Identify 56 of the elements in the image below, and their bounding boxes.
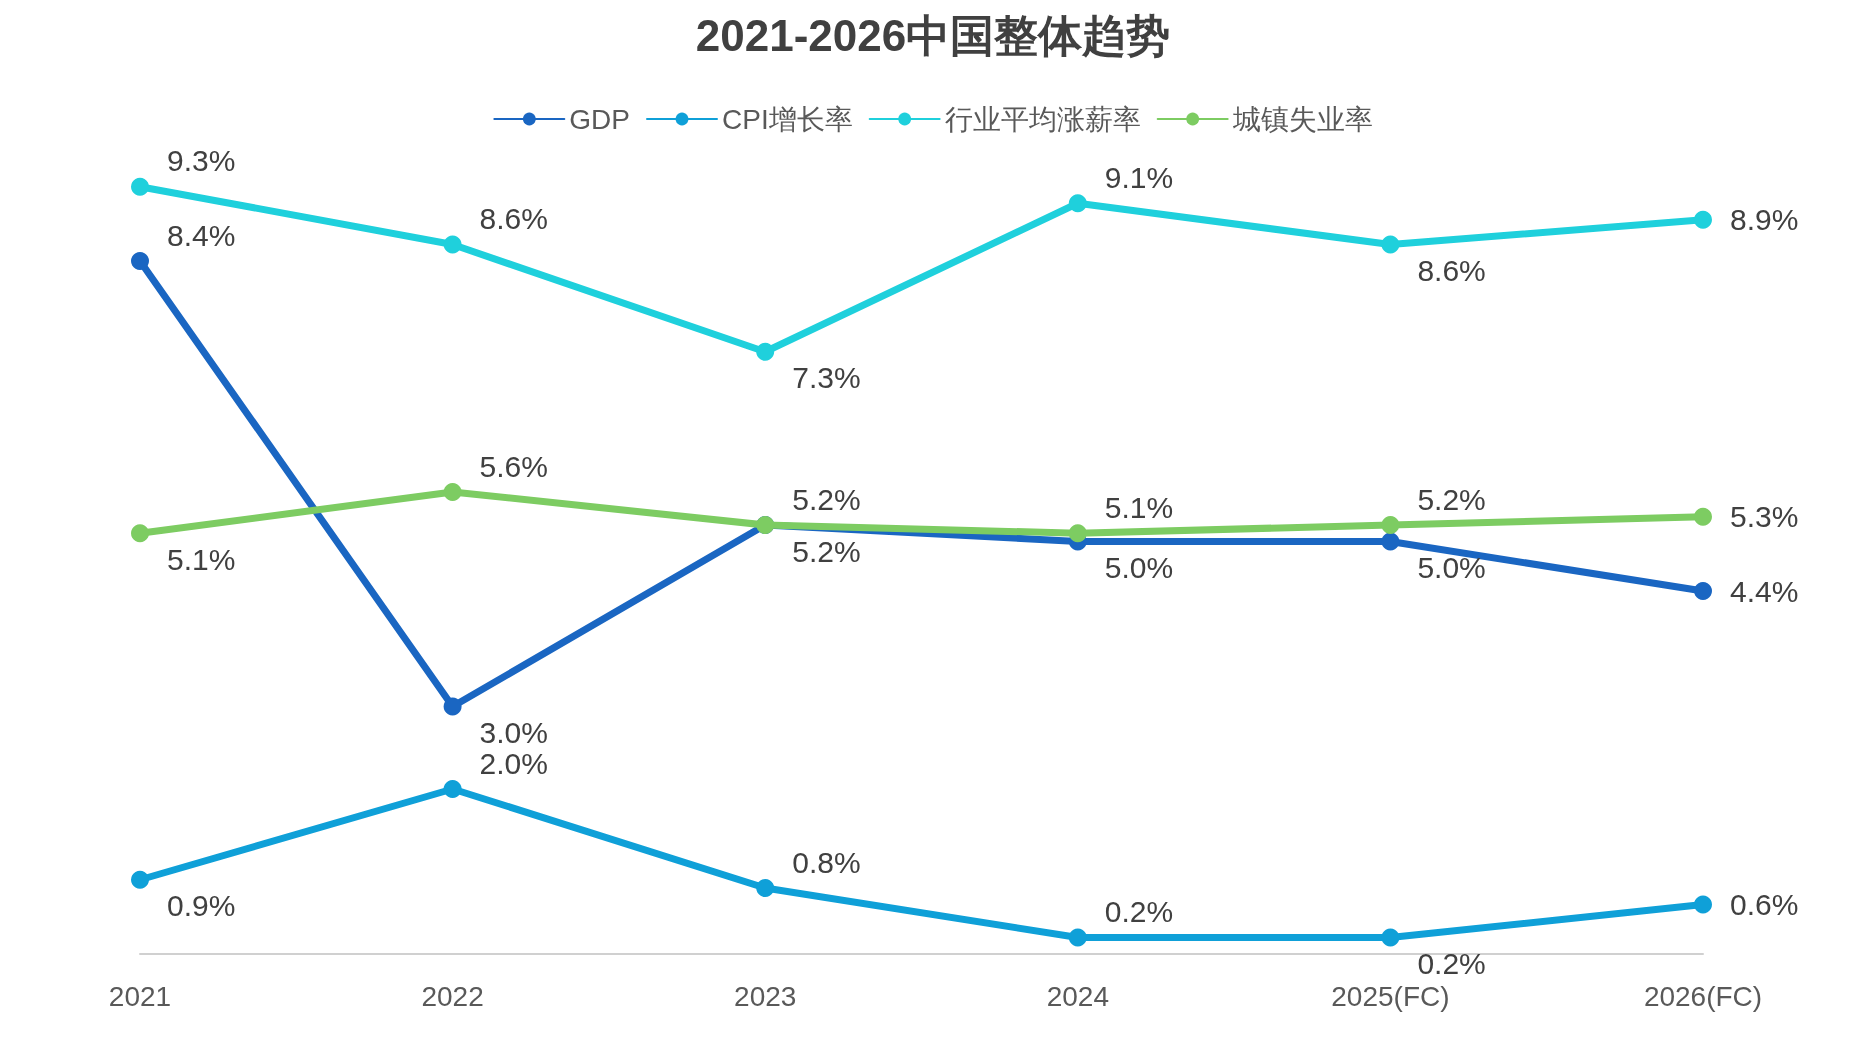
data-label: 8.9% xyxy=(1730,203,1799,237)
legend-label: 城镇失业率 xyxy=(1231,103,1373,135)
data-label: 5.6% xyxy=(479,449,548,483)
data-label: 4.4% xyxy=(1730,574,1799,608)
data-label: 5.2% xyxy=(792,534,861,568)
legend-label: CPI增长率 xyxy=(722,103,853,135)
point xyxy=(1381,532,1400,551)
data-label: 9.1% xyxy=(1104,160,1174,194)
point xyxy=(1381,235,1400,254)
chart-title: 2021-2026中国整体趋势 xyxy=(695,10,1171,60)
legend-label: GDP xyxy=(569,103,631,135)
point xyxy=(1694,210,1712,229)
data-label: 8.6% xyxy=(479,202,548,235)
x-tick-label: 2023 xyxy=(734,980,797,1012)
point xyxy=(443,235,462,254)
point xyxy=(131,177,149,196)
point xyxy=(131,870,149,889)
point xyxy=(1694,895,1712,914)
data-label: 0.9% xyxy=(167,889,236,923)
data-label: 5.0% xyxy=(1417,551,1486,584)
data-label: 7.3% xyxy=(792,361,861,395)
data-label: 0.6% xyxy=(1730,888,1799,921)
data-label: 5.3% xyxy=(1730,500,1799,534)
point xyxy=(756,342,775,361)
point xyxy=(756,879,775,897)
legend-label: 行业平均涨薪率 xyxy=(944,103,1141,135)
data-label: 8.4% xyxy=(167,218,236,252)
point xyxy=(1068,194,1087,213)
point xyxy=(443,483,462,501)
data-label: 3.0% xyxy=(479,716,548,749)
data-label: 9.3% xyxy=(167,144,236,178)
point xyxy=(1068,524,1087,543)
data-label: 5.0% xyxy=(1104,551,1174,584)
x-tick-label: 2025(FC) xyxy=(1331,980,1450,1012)
data-label: 5.2% xyxy=(792,482,861,516)
data-label: 0.2% xyxy=(1417,947,1486,980)
data-label: 5.2% xyxy=(1417,482,1486,516)
point xyxy=(1694,507,1712,526)
data-label: 5.1% xyxy=(167,542,236,576)
x-tick-label: 2026(FC) xyxy=(1643,980,1763,1012)
x-tick-label: 2022 xyxy=(421,980,484,1012)
x-tick-label: 2024 xyxy=(1046,980,1109,1012)
data-label: 8.6% xyxy=(1417,254,1486,287)
data-label: 0.8% xyxy=(792,845,861,879)
point xyxy=(1381,928,1400,947)
point xyxy=(1068,928,1087,947)
point xyxy=(443,780,462,798)
point xyxy=(443,697,462,716)
point xyxy=(1694,582,1712,600)
point xyxy=(1381,516,1400,534)
x-tick-label: 2021 xyxy=(108,980,172,1012)
point xyxy=(131,524,149,543)
data-label: 5.1% xyxy=(1104,490,1174,524)
data-label: 0.2% xyxy=(1104,895,1174,928)
point xyxy=(131,252,149,270)
data-label: 2.0% xyxy=(479,746,548,780)
